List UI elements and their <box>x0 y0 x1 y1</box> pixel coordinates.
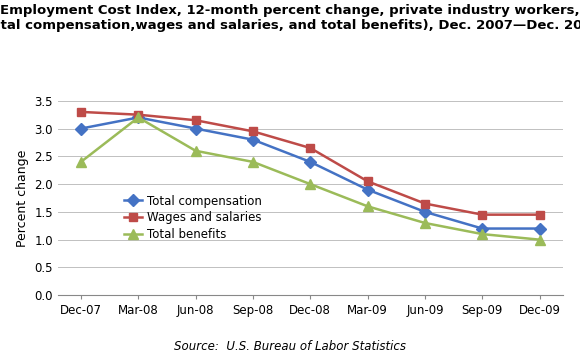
Total compensation <box>307 160 314 164</box>
Total compensation <box>192 126 199 131</box>
Total benefits <box>249 160 256 164</box>
Text: Source:  U.S. Bureau of Labor Statistics: Source: U.S. Bureau of Labor Statistics <box>174 340 406 353</box>
Line: Total benefits: Total benefits <box>76 113 545 244</box>
Total compensation <box>479 226 486 231</box>
Wages and salaries <box>249 129 256 134</box>
Total benefits <box>536 238 543 242</box>
Total benefits <box>307 182 314 186</box>
Total compensation <box>364 188 371 192</box>
Total compensation <box>135 115 142 120</box>
Wages and salaries <box>364 179 371 184</box>
Y-axis label: Percent change: Percent change <box>16 149 29 247</box>
Wages and salaries <box>479 212 486 217</box>
Wages and salaries <box>78 110 85 114</box>
Wages and salaries <box>135 113 142 117</box>
Total compensation <box>78 126 85 131</box>
Total benefits <box>479 232 486 236</box>
Total benefits <box>78 160 85 164</box>
Total benefits <box>422 221 429 225</box>
Wages and salaries <box>422 201 429 206</box>
Total benefits <box>364 204 371 208</box>
Total benefits <box>135 115 142 120</box>
Wages and salaries <box>536 212 543 217</box>
Wages and salaries <box>192 118 199 122</box>
Total benefits <box>192 149 199 153</box>
Total compensation <box>422 210 429 214</box>
Text: Employment Cost Index, 12-month percent change, private industry workers,
(total: Employment Cost Index, 12-month percent … <box>0 4 580 32</box>
Line: Wages and salaries: Wages and salaries <box>77 108 544 219</box>
Legend: Total compensation, Wages and salaries, Total benefits: Total compensation, Wages and salaries, … <box>125 195 262 241</box>
Line: Total compensation: Total compensation <box>77 113 544 233</box>
Total compensation <box>536 226 543 231</box>
Total compensation <box>249 138 256 142</box>
Wages and salaries <box>307 146 314 150</box>
